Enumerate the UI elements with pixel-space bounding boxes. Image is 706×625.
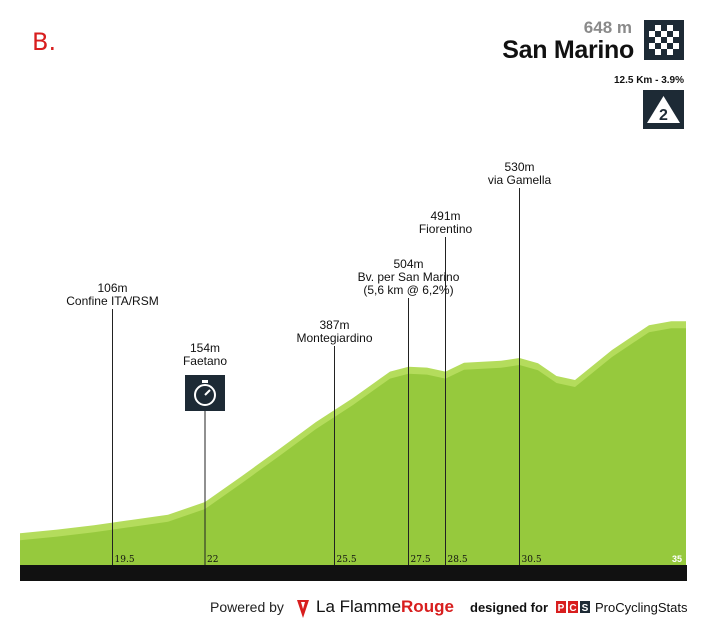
pcs-name: ProCyclingStats: [595, 600, 688, 615]
brand-name-part2: Rouge: [401, 597, 454, 616]
finish-altitude: 648 m: [583, 18, 632, 37]
flame-logo-icon: [294, 599, 312, 624]
powered-by-text: Powered by: [210, 599, 284, 615]
stopwatch-icon: [185, 375, 225, 411]
checkered-flag-icon: [644, 20, 684, 60]
waypoint-name-label: Montegiardino: [296, 331, 372, 345]
mountain-category-icon: 2: [643, 90, 684, 129]
waypoint-name-label: via Gamella: [488, 173, 552, 187]
pcs-logo-icon: P C S: [556, 600, 592, 619]
km-label: 27.5: [411, 555, 431, 565]
waypoint-altitude-label: 530m: [504, 160, 534, 174]
baseline-bar: [20, 565, 687, 581]
waypoint-altitude-label: 504m: [393, 257, 423, 271]
waypoint-altitude-label: 387m: [319, 318, 349, 332]
climb-info: 12.5 Km - 3.9%: [613, 75, 684, 86]
waypoint-name-label: Bv. per San Marino: [358, 270, 460, 284]
pcs-logo-letter-s: S: [582, 603, 589, 614]
km-label-end: 35: [672, 554, 682, 564]
climb-category: 2: [659, 107, 668, 124]
waypoint-name-label: Fiorentino: [419, 222, 473, 236]
km-label: 28.5: [448, 555, 468, 565]
km-label: 22: [207, 555, 218, 565]
waypoint-altitude-label: 106m: [97, 281, 127, 295]
finish-name: San Marino: [502, 36, 634, 64]
km-label: 30.5: [522, 555, 542, 565]
pcs-logo-letter-c: C: [569, 603, 576, 614]
brand-name: La FlammeRouge: [316, 597, 454, 617]
designed-for-text: designed for: [470, 600, 549, 615]
profile-area: [20, 328, 686, 565]
pcs-logo-letter-p: P: [558, 603, 565, 614]
waypoint-name-label: Confine ITA/RSM: [66, 294, 158, 308]
km-label: 25.5: [337, 555, 357, 565]
waypoint-name2-label: (5,6 km @ 6,2%): [363, 283, 453, 297]
waypoint-altitude-label: 491m: [430, 209, 460, 223]
waypoint-name-label: Faetano: [183, 354, 227, 368]
brand-name-part1: La Flamme: [316, 597, 402, 616]
panel-label: B.: [32, 28, 57, 56]
km-label: 19.5: [115, 555, 135, 565]
waypoint-altitude-label: 154m: [190, 341, 220, 355]
